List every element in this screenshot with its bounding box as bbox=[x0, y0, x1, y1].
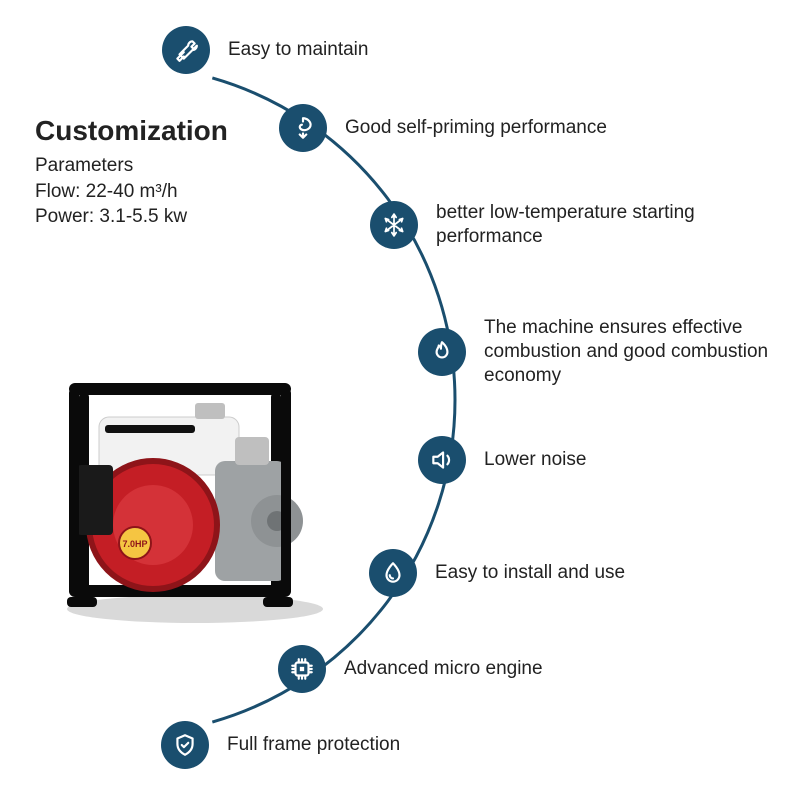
feature-label: Full frame protection bbox=[227, 733, 400, 757]
shield-icon bbox=[161, 721, 209, 769]
feature-item: Full frame protection bbox=[161, 721, 400, 769]
product-badge-text: 7.0HP bbox=[122, 539, 147, 549]
snow-icon bbox=[370, 201, 418, 249]
chip-icon bbox=[278, 645, 326, 693]
feature-item: The machine ensures effective combustion… bbox=[418, 316, 784, 387]
tools-icon bbox=[162, 26, 210, 74]
product-image: 7.0HP bbox=[45, 365, 345, 625]
speaker-icon bbox=[418, 436, 466, 484]
heading-subtitle: Parameters bbox=[35, 153, 228, 179]
feature-label: Good self-priming performance bbox=[345, 116, 607, 140]
feature-label: The machine ensures effective combustion… bbox=[484, 316, 784, 387]
feature-item: Good self-priming performance bbox=[279, 104, 607, 152]
feature-label: Easy to install and use bbox=[435, 561, 625, 585]
spiral-icon bbox=[279, 104, 327, 152]
feature-label: Lower noise bbox=[484, 448, 586, 472]
heading-power: Power: 3.1-5.5 kw bbox=[35, 204, 228, 230]
feature-item: better low-temperature starting performa… bbox=[370, 201, 736, 249]
flame-icon bbox=[418, 328, 466, 376]
feature-item: Easy to maintain bbox=[162, 26, 368, 74]
feature-label: Easy to maintain bbox=[228, 38, 368, 62]
heading-flow: Flow: 22-40 m³/h bbox=[35, 179, 228, 205]
feature-item: Easy to install and use bbox=[369, 549, 625, 597]
feature-item: Advanced micro engine bbox=[278, 645, 543, 693]
feature-label: Advanced micro engine bbox=[344, 657, 543, 681]
heading-title: Customization bbox=[35, 115, 228, 147]
drop-icon bbox=[369, 549, 417, 597]
feature-label: better low-temperature starting performa… bbox=[436, 201, 736, 249]
heading-block: Customization Parameters Flow: 22-40 m³/… bbox=[35, 115, 228, 230]
feature-item: Lower noise bbox=[418, 436, 586, 484]
infographic-canvas: Customization Parameters Flow: 22-40 m³/… bbox=[0, 0, 800, 800]
